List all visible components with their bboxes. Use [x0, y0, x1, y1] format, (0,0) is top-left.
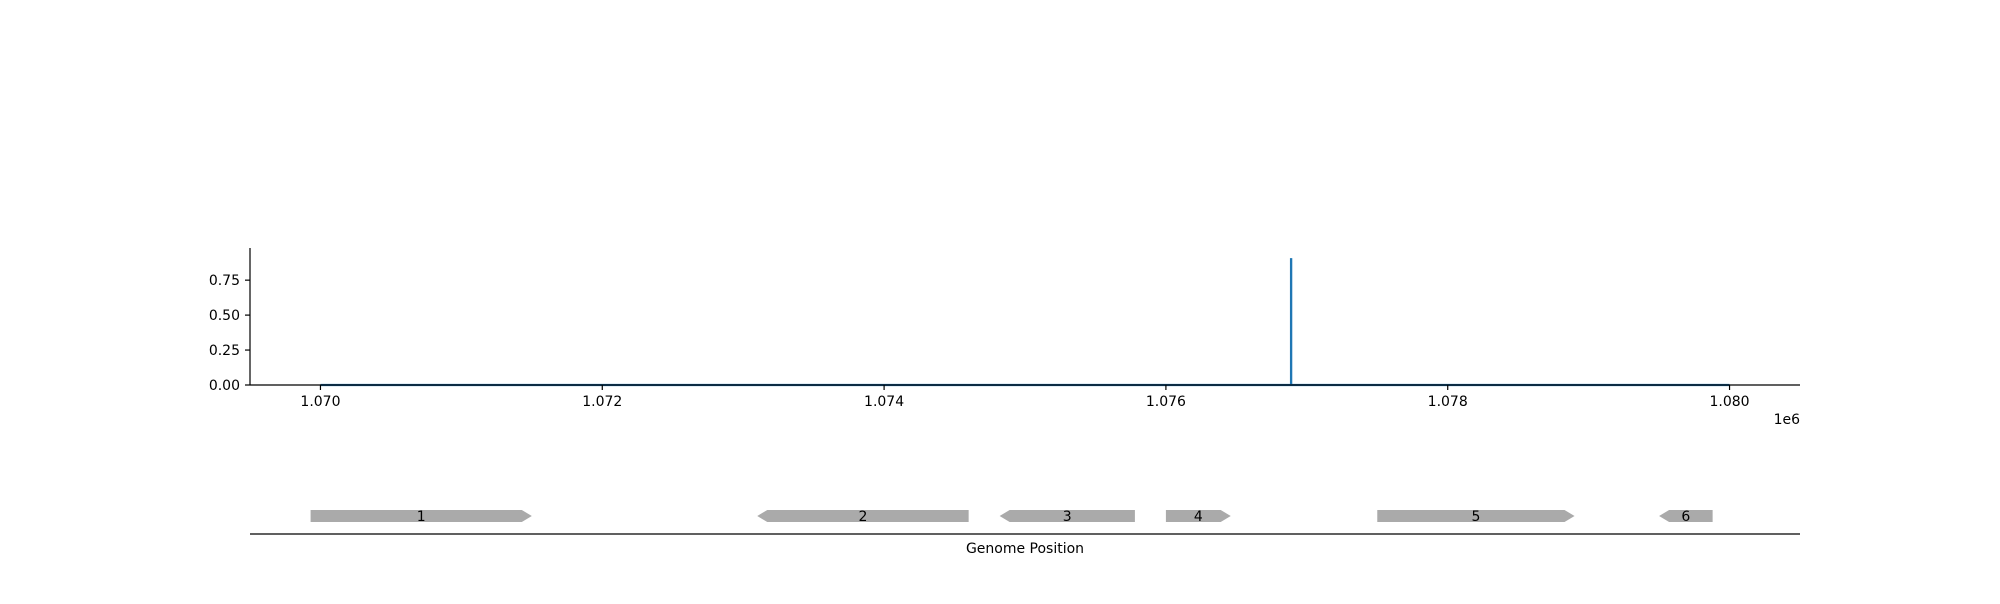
- x-tick-label: 1.074: [864, 394, 904, 410]
- gene-feature-label: 6: [1681, 509, 1690, 525]
- y-tick-label: 0.75: [209, 273, 240, 289]
- gene-feature-label: 1: [417, 509, 426, 525]
- gene-feature-arrow: [999, 510, 1135, 522]
- gene-track: 1 2 3 4 5 6 Genome Position: [250, 509, 1800, 557]
- gene-feature-arrow: [310, 510, 532, 522]
- x-tick-label: 1.076: [1146, 394, 1186, 410]
- x-tick-label: 1.078: [1428, 394, 1468, 410]
- x-axis-offset-label: 1e6: [1774, 412, 1801, 428]
- x-tick-label: 1.080: [1709, 394, 1749, 410]
- gene-feature-arrow: [1165, 510, 1231, 522]
- x-axis-ticks: 1.070 1.072 1.074 1.076 1.078 1.080: [300, 385, 1750, 410]
- y-tick-label: 0.00: [209, 378, 240, 394]
- y-axis-ticks: 0.00 0.25 0.50 0.75: [209, 273, 250, 394]
- gene-feature-arrow: [757, 510, 969, 522]
- x-tick-label: 1.072: [582, 394, 622, 410]
- gene-track-xlabel: Genome Position: [966, 541, 1084, 557]
- gene-feature-label: 4: [1194, 509, 1203, 525]
- coverage-plot: 0.000.250.500.75 1.070 1.072 1.074 1.076 1.0…: [209, 248, 1800, 428]
- x-tick-label: 1.070: [300, 394, 340, 410]
- y-tick-label: 0.25: [209, 343, 240, 359]
- y-tick-label: 0.50: [209, 308, 240, 324]
- gene-feature-arrow: [1659, 510, 1713, 522]
- gene-feature-label: 5: [1471, 509, 1480, 525]
- gene-feature-label: 2: [858, 509, 867, 525]
- gene-feature-arrow: [1377, 510, 1575, 522]
- gene-feature-label: 3: [1063, 509, 1072, 525]
- gene-features-group: 1 2 3 4 5 6: [310, 509, 1713, 525]
